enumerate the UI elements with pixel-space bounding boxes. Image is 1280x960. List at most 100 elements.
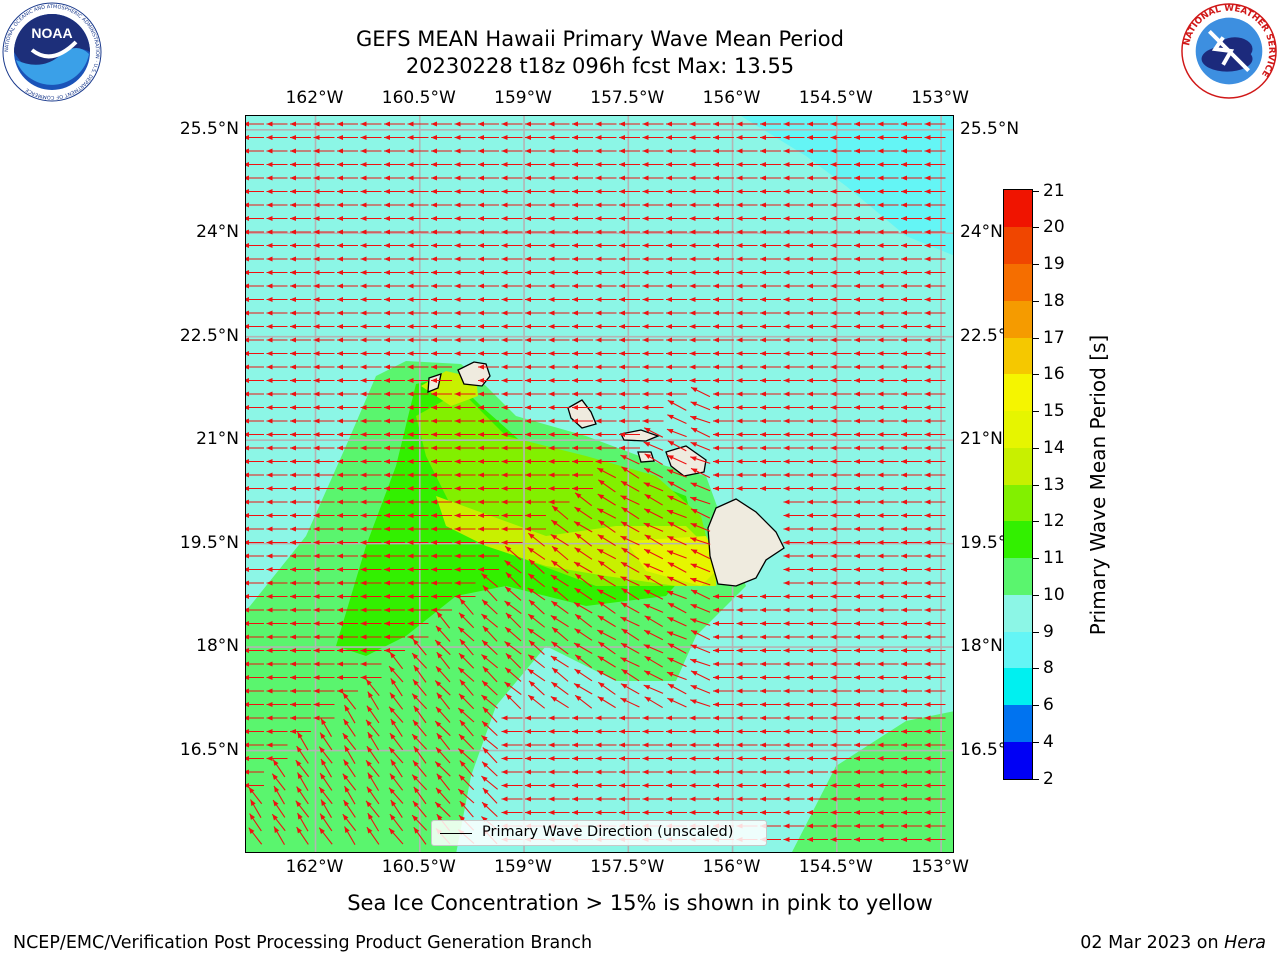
wave-direction-arrow: [478, 364, 499, 370]
wave-direction-arrow: [478, 418, 499, 424]
wave-direction-arrow: [689, 769, 711, 775]
wave-direction-arrow: [337, 607, 358, 613]
wave-direction-arrow: [690, 508, 711, 519]
wave-direction-arrow: [366, 826, 380, 845]
wave-direction-arrow: [360, 121, 382, 127]
latitude-tick-label: 21°N: [960, 429, 1003, 450]
wave-direction-arrow: [266, 351, 288, 356]
wave-direction-arrow: [246, 594, 264, 599]
wave-direction-arrow: [619, 796, 640, 802]
wave-direction-arrow: [266, 391, 288, 397]
colorbar-band: [1004, 226, 1032, 265]
wave-direction-arrow: [736, 378, 758, 383]
wave-direction-arrow: [318, 746, 333, 764]
wave-direction-arrow: [337, 621, 358, 626]
wave-direction-arrow: [713, 135, 734, 140]
wave-direction-arrow: [924, 580, 946, 586]
wave-direction-arrow: [736, 486, 758, 491]
wave-direction-arrow: [760, 310, 781, 316]
wave-direction-arrow: [619, 351, 640, 356]
wave-direction-arrow: [666, 783, 687, 788]
wave-direction-arrow: [901, 540, 922, 545]
footer-credit: NCEP/EMC/Verification Post Processing Pr…: [13, 933, 593, 953]
wave-direction-arrow: [783, 796, 805, 802]
hawaiian-islands: [427, 361, 785, 587]
wave-direction-arrow: [783, 216, 805, 221]
wave-direction-arrow: [525, 324, 546, 329]
wave-direction-arrow: [320, 799, 332, 818]
wave-direction-arrow: [290, 405, 311, 410]
colorbar-tick-mark: [1033, 447, 1039, 449]
wave-direction-arrow: [854, 459, 875, 464]
wave-direction-arrow: [525, 378, 546, 383]
wave-direction-arrow: [854, 810, 875, 815]
wave-direction-arrow: [713, 445, 734, 451]
wave-direction-arrow: [595, 715, 617, 721]
wave-direction-arrow: [548, 742, 570, 748]
wave-direction-arrow: [830, 675, 852, 680]
wave-direction-arrow: [877, 432, 899, 437]
wave-direction-arrow: [736, 661, 758, 667]
wave-direction-arrow: [644, 615, 663, 628]
wave-direction-arrow: [807, 175, 828, 181]
wave-direction-arrow: [266, 580, 288, 586]
wave-direction-arrow: [435, 787, 451, 804]
wave-direction-arrow: [572, 324, 593, 329]
wave-direction-arrow: [783, 540, 805, 545]
wave-direction-arrow: [901, 270, 922, 275]
wave-direction-arrow: [783, 270, 805, 275]
wave-direction-arrow: [572, 742, 593, 748]
wave-direction-arrow: [337, 216, 358, 221]
wave-direction-arrow: [807, 283, 828, 289]
wave-direction-arrow: [478, 567, 499, 572]
wave-direction-arrow: [807, 675, 828, 680]
wave-direction-arrow: [290, 472, 311, 478]
wave-direction-arrow: [337, 418, 358, 424]
wave-direction-arrow: [384, 567, 405, 572]
wave-direction-arrow: [384, 324, 405, 329]
wave-direction-arrow: [783, 364, 805, 370]
wave-direction-arrow: [807, 432, 828, 437]
wave-direction-arrow: [643, 629, 664, 641]
wave-direction-arrow: [525, 783, 546, 788]
wave-direction-arrow: [266, 270, 288, 275]
wave-direction-arrow: [384, 283, 405, 289]
wave-direction-arrow: [411, 652, 428, 669]
wave-direction-arrow: [318, 827, 333, 845]
wave-direction-arrow: [901, 634, 922, 640]
wave-direction-arrow: [924, 324, 946, 329]
wave-direction-arrow: [901, 162, 922, 167]
wave-direction-arrow: [877, 324, 899, 329]
wave-direction-arrow: [666, 297, 687, 302]
wave-direction-arrow: [807, 135, 828, 140]
wave-direction-arrow: [924, 337, 946, 343]
wave-direction-arrow: [807, 567, 828, 572]
wave-direction-arrow: [454, 432, 476, 437]
wave-direction-arrow: [736, 445, 758, 451]
wave-direction-arrow: [595, 135, 617, 140]
wave-direction-arrow: [736, 324, 758, 329]
wave-direction-arrow: [384, 472, 405, 478]
wave-direction-arrow: [901, 621, 922, 626]
wave-direction-arrow: [431, 175, 452, 181]
wave-direction-arrow: [246, 310, 264, 316]
footer-date: 02 Mar 2023 on Hera: [1080, 933, 1266, 953]
wave-direction-arrow: [901, 783, 922, 788]
colorbar-tick-label: 13: [1043, 474, 1065, 495]
wave-direction-arrow: [573, 642, 593, 654]
wave-direction-arrow: [924, 526, 946, 532]
wave-direction-arrow: [644, 655, 663, 668]
wave-direction-arrow: [454, 594, 476, 599]
wave-direction-arrow: [548, 337, 570, 343]
wave-direction-arrow: [830, 526, 852, 532]
wave-direction-arrow: [525, 796, 546, 802]
wave-direction-arrow: [666, 243, 687, 248]
wave-direction-arrow: [690, 415, 711, 424]
wave-direction-arrow: [877, 729, 899, 734]
wave-direction-arrow: [548, 432, 570, 437]
wave-direction-arrow: [572, 283, 593, 289]
wave-direction-arrow: [783, 189, 805, 194]
wave-direction-arrow: [501, 472, 523, 478]
wave-direction-arrow: [501, 189, 523, 194]
wave-direction-arrow: [643, 522, 664, 532]
